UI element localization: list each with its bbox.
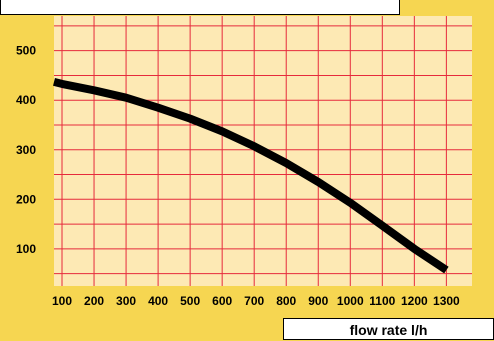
x-axis-label: flow rate l/h <box>283 318 494 340</box>
x-tick-label: 200 <box>84 294 104 308</box>
x-tick-label: 100 <box>52 294 72 308</box>
x-tick-label: 900 <box>308 294 328 308</box>
y-tick-label: 500 <box>16 44 36 58</box>
x-axis-ticks: 100 200 300 400 500 600 700 800 900 1000 1100 1200 1… <box>52 294 460 308</box>
y-tick-label: 100 <box>16 242 36 256</box>
x-tick-label: 1300 <box>433 294 460 308</box>
y-axis-ticks: 100 200 300 400 500 <box>16 44 36 256</box>
x-tick-label: 400 <box>148 294 168 308</box>
header-panel <box>0 0 400 15</box>
x-tick-label: 700 <box>244 294 264 308</box>
x-tick-label: 600 <box>212 294 232 308</box>
y-tick-label: 300 <box>16 143 36 157</box>
x-tick-label: 800 <box>276 294 296 308</box>
x-tick-label: 300 <box>116 294 136 308</box>
y-tick-label: 400 <box>16 93 36 107</box>
x-tick-label: 1000 <box>337 294 364 308</box>
series-line <box>53 78 449 274</box>
y-tick-label: 200 <box>16 192 36 206</box>
x-tick-label: 1200 <box>401 294 428 308</box>
x-tick-label: 1100 <box>369 294 395 308</box>
grid <box>54 16 472 286</box>
x-tick-label: 500 <box>180 294 200 308</box>
